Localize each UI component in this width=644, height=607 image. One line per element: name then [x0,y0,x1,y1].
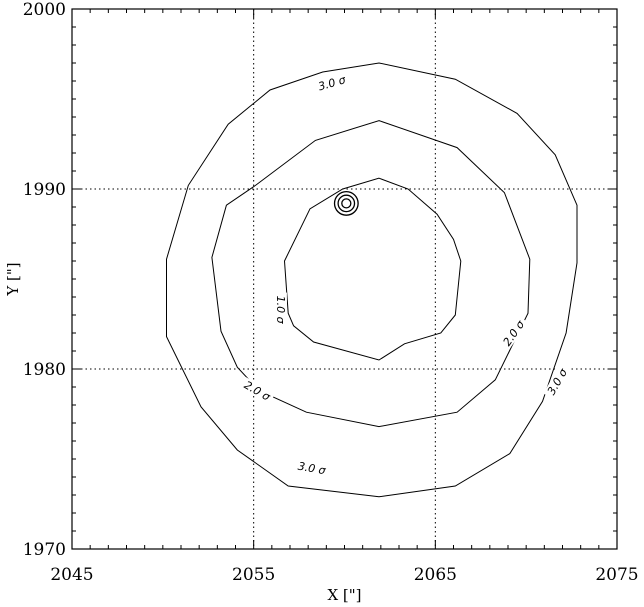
contour-label-bg [239,376,276,405]
x-tick-label: 2045 [50,565,93,585]
x-tick-label: 2065 [414,565,457,585]
y-tick-label: 1980 [23,360,66,380]
x-axis-title: X ["] [327,586,361,604]
contour-label-bg [543,363,571,400]
marker-ring [337,194,356,213]
plot-frame [71,8,618,550]
contour-lines [166,62,578,498]
contour-label: 3.0 σ [297,460,328,478]
y-tick-label: 2000 [23,0,66,20]
contour-label: 3.0 σ [317,73,348,93]
tick-labels: 2045 2055 2065 2075 1970 1980 1990 2000 [23,0,639,585]
marker-ring [341,198,352,209]
x-tick-label: 2075 [595,565,638,585]
y-tick-label: 1970 [23,540,66,560]
axis-ticks [71,8,618,550]
marker-ring [333,190,359,216]
contour-line [283,177,462,361]
contour-label-bg [498,315,529,351]
contour-labels: 3.0 σ3.0 σ3.0 σ2.0 σ2.0 σ1.0 σ [239,72,571,478]
contour-label: 1.0 σ [274,296,287,325]
grid-lines [72,9,617,549]
contour-label-bg [274,292,287,327]
y-axis-title: Y ["] [4,262,22,296]
contour-line [166,62,578,498]
contour-label-bg [313,72,350,94]
x-tick-label: 2055 [232,565,275,585]
source-position-marker [333,190,359,216]
y-tick-label: 1990 [23,180,66,200]
contour-label-bg [294,459,330,477]
contour-line [211,120,531,428]
